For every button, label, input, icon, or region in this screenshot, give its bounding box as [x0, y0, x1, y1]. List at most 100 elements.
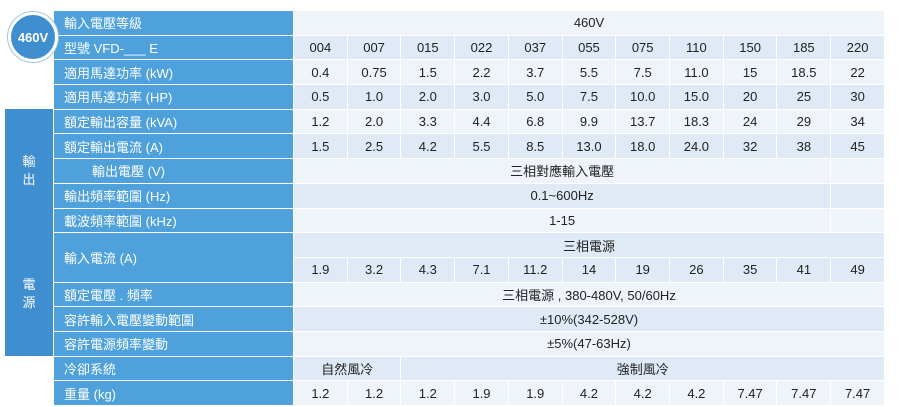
- cell: 20: [722, 84, 778, 110]
- row-label: 型號 VFD-___ E: [53, 34, 294, 61]
- cell: 3.7: [507, 59, 563, 86]
- cell: 5.0: [507, 84, 563, 110]
- cell: 18.5: [776, 59, 832, 86]
- side-blank: [5, 380, 54, 406]
- group-label: 輸出: [5, 109, 54, 233]
- cell: 4.2: [400, 133, 456, 160]
- cell: 10.0: [615, 84, 671, 110]
- cell: 2.0: [346, 108, 402, 135]
- cell: 25: [776, 84, 832, 110]
- cell: 007: [346, 34, 402, 61]
- row-label: 輸出頻率範圍 (Hz): [53, 182, 294, 209]
- row-label: 輸入電壓等級: [53, 10, 294, 36]
- cell: 0.5: [293, 84, 348, 110]
- cell: 0.1~600Hz: [292, 182, 832, 209]
- cell: 13.0: [561, 133, 617, 160]
- cell-empty: [830, 207, 885, 234]
- cell: 1.9: [454, 380, 509, 406]
- row-label: 重量 (kg): [53, 380, 294, 406]
- cell: 24.0: [669, 133, 724, 160]
- group-label: 電源: [5, 232, 54, 357]
- row-label: 適用馬達功率 (kW): [53, 59, 294, 86]
- cell: 004: [293, 34, 348, 61]
- cell-empty: [830, 182, 885, 209]
- cell: 6.8: [507, 108, 563, 135]
- cell: 220: [830, 34, 885, 61]
- cell: ±10%(342-528V): [293, 306, 885, 332]
- cell: 075: [615, 34, 671, 61]
- cell: 強制風冷: [400, 355, 885, 382]
- side-blank: [5, 84, 54, 110]
- cell: ±5%(47-63Hz): [293, 330, 885, 357]
- cell: 15.0: [669, 84, 724, 110]
- cell: 1.2: [346, 380, 402, 406]
- cell: 15: [722, 59, 778, 86]
- table-row: 電源 輸入電流 (A) 三相電源: [5, 232, 885, 357]
- cell: 4.2: [561, 380, 617, 406]
- cell: 26: [669, 256, 724, 283]
- cell: 022: [454, 34, 509, 61]
- group-label-text: 電源: [22, 277, 36, 311]
- cell: 185: [776, 34, 832, 61]
- cell: 35: [722, 256, 778, 283]
- cell: 49: [830, 256, 885, 283]
- cell: 150: [722, 34, 778, 61]
- cell: 1.0: [346, 84, 402, 110]
- cell: 1.5: [400, 59, 456, 86]
- cell: 24: [722, 108, 778, 135]
- cell: 45: [830, 133, 885, 160]
- cell: 三相對應輸入電壓: [292, 158, 832, 184]
- cell: 三相電源 , 380-480V, 50/60Hz: [293, 281, 885, 308]
- cell: 7.47: [776, 380, 832, 406]
- cell: 22: [830, 59, 885, 86]
- cell: 4.4: [454, 108, 509, 135]
- row-label: 輸入電流 (A): [53, 232, 294, 283]
- cell: 055: [561, 34, 617, 61]
- row-label: 容許電源頻率變動: [53, 330, 294, 357]
- cell: 0.75: [346, 59, 402, 86]
- table-row: 輸出 額定輸出容量 (kVA) 1.2 2.0 3.3 4.4 6.8 9.9 13.7 18.3…: [5, 108, 885, 233]
- cell: 19: [615, 256, 671, 283]
- row-label: 載波頻率範圍 (kHz): [53, 207, 294, 234]
- table-row: 適用馬達功率 (HP) 0.5 1.0 2.0 3.0 5.0 7.5 10.0 15.0 20 2…: [5, 84, 885, 110]
- cell: 32: [722, 133, 778, 160]
- table-row: 適用馬達功率 (kW) 0.4 0.75 1.5 2.2 3.7 5.5 7.5 11.0 15 1…: [5, 59, 885, 86]
- cell: 8.5: [507, 133, 563, 160]
- cell: 30: [830, 84, 885, 110]
- cell: 38: [776, 133, 832, 160]
- table-row: 冷卻系統 自然風冷 強制風冷: [5, 355, 885, 382]
- table-row: 輸出頻率範圍 (Hz) 0.1~600Hz: [5, 182, 885, 209]
- cell: 13.7: [615, 108, 671, 135]
- cell: 4.3: [400, 256, 456, 283]
- row-label: 適用馬達功率 (HP): [53, 84, 294, 110]
- cell: 41: [776, 256, 832, 283]
- cell: 037: [507, 34, 563, 61]
- cell: 7.5: [615, 59, 671, 86]
- cell: 3.0: [454, 84, 509, 110]
- cell: 1.9: [293, 256, 348, 283]
- cell: 1.9: [507, 380, 563, 406]
- cell: 3.2: [346, 256, 402, 283]
- cell: 29: [776, 108, 832, 135]
- cell: 1.5: [293, 133, 348, 160]
- cell: 015: [400, 34, 456, 61]
- cell: 1-15: [292, 207, 832, 234]
- cell: 4.2: [669, 380, 724, 406]
- cell: 自然風冷: [292, 355, 402, 382]
- row-label: 容許輸入電壓變動範圍: [53, 306, 294, 332]
- table-row: 輸出電壓 (V) 三相對應輸入電壓: [5, 158, 885, 184]
- group-label-text: 輸出: [22, 153, 36, 187]
- cell: 2.2: [454, 59, 509, 86]
- cell: 7.47: [830, 380, 885, 406]
- table-row: 容許輸入電壓變動範圍 ±10%(342-528V): [5, 306, 885, 332]
- cell: 4.2: [615, 380, 671, 406]
- side-blank: [5, 356, 54, 381]
- cell: 9.9: [561, 108, 617, 135]
- cell: 18.3: [669, 108, 724, 135]
- cell: 34: [830, 108, 885, 135]
- cell: 1.2: [400, 380, 456, 406]
- cell: 110: [669, 34, 724, 61]
- cell: 7.1: [454, 256, 509, 283]
- row-label: 額定電壓 . 頻率: [53, 281, 294, 308]
